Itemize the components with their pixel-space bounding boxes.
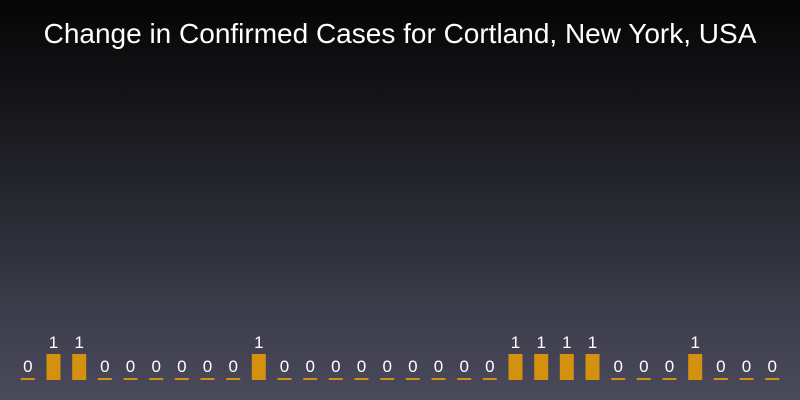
bar-9 xyxy=(251,354,266,380)
data-label-1: 1 xyxy=(49,333,58,352)
data-label-16: 0 xyxy=(434,357,443,376)
data-label-19: 1 xyxy=(511,333,520,352)
bar-21 xyxy=(559,354,574,380)
data-label-3: 0 xyxy=(100,357,109,376)
bar-13 xyxy=(354,378,369,380)
bar-12 xyxy=(328,378,343,380)
data-label-20: 1 xyxy=(536,333,545,352)
bar-17 xyxy=(457,378,472,380)
bar-20 xyxy=(534,354,549,380)
bar-27 xyxy=(713,378,728,380)
bar-11 xyxy=(303,378,318,380)
data-label-25: 0 xyxy=(665,357,674,376)
bar-19 xyxy=(508,354,523,380)
data-label-18: 0 xyxy=(485,357,494,376)
bar-29 xyxy=(765,378,780,380)
data-label-26: 1 xyxy=(690,333,699,352)
bar-28 xyxy=(739,378,754,380)
bar-18 xyxy=(482,378,497,380)
bar-6 xyxy=(174,378,189,380)
data-label-9: 1 xyxy=(254,333,263,352)
bar-1 xyxy=(46,354,61,380)
bar-7 xyxy=(200,378,215,380)
bar-14 xyxy=(380,378,395,380)
data-label-8: 0 xyxy=(228,357,237,376)
data-label-21: 1 xyxy=(562,333,571,352)
data-label-24: 0 xyxy=(639,357,648,376)
data-label-5: 0 xyxy=(151,357,160,376)
data-label-15: 0 xyxy=(408,357,417,376)
bar-2 xyxy=(72,354,87,380)
data-label-27: 0 xyxy=(716,357,725,376)
data-label-28: 0 xyxy=(742,357,751,376)
data-label-0: 0 xyxy=(23,357,32,376)
data-label-7: 0 xyxy=(203,357,212,376)
chart-title: Change in Confirmed Cases for Cortland, … xyxy=(43,18,757,49)
bar-15 xyxy=(405,378,420,380)
bar-25 xyxy=(662,378,677,380)
bar-3 xyxy=(97,378,112,380)
data-label-23: 0 xyxy=(613,357,622,376)
data-label-13: 0 xyxy=(357,357,366,376)
bar-26 xyxy=(688,354,703,380)
data-label-4: 0 xyxy=(126,357,135,376)
bar-8 xyxy=(226,378,241,380)
bar-5 xyxy=(149,378,164,380)
data-label-17: 0 xyxy=(459,357,468,376)
bar-16 xyxy=(431,378,446,380)
data-label-6: 0 xyxy=(177,357,186,376)
data-label-11: 0 xyxy=(305,357,314,376)
data-label-10: 0 xyxy=(280,357,289,376)
data-label-29: 0 xyxy=(767,357,776,376)
data-label-2: 1 xyxy=(74,333,83,352)
bar-10 xyxy=(277,378,292,380)
bar-0 xyxy=(20,378,35,380)
data-label-12: 0 xyxy=(331,357,340,376)
bar-23 xyxy=(611,378,626,380)
bar-4 xyxy=(123,378,138,380)
bar-22 xyxy=(585,354,600,380)
data-label-14: 0 xyxy=(382,357,391,376)
bar-24 xyxy=(636,378,651,380)
data-label-22: 1 xyxy=(588,333,597,352)
